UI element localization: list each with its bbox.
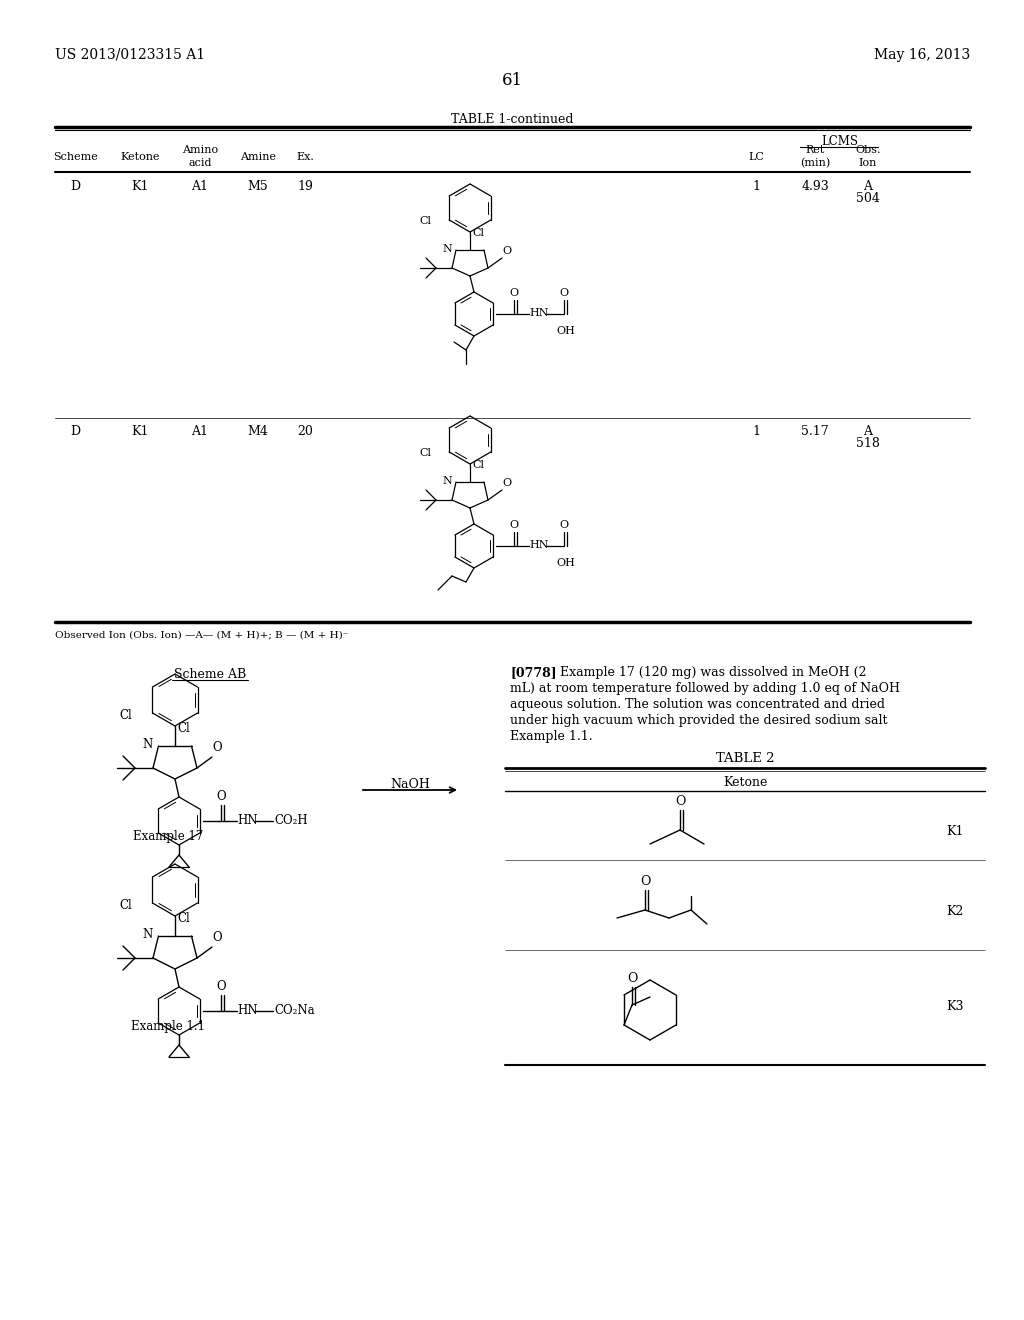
Text: Example 1.1.: Example 1.1. [510, 730, 593, 743]
Text: D: D [70, 425, 80, 438]
Text: A: A [863, 425, 872, 438]
Text: Ion: Ion [859, 158, 878, 168]
Text: 1: 1 [752, 180, 760, 193]
Text: Ketone: Ketone [723, 776, 767, 789]
Text: (min): (min) [800, 158, 830, 169]
Text: Cl: Cl [120, 899, 132, 912]
Text: M4: M4 [248, 425, 268, 438]
Text: O: O [509, 288, 518, 298]
Text: M5: M5 [248, 180, 268, 193]
Text: Ketone: Ketone [120, 152, 160, 162]
Text: O: O [216, 979, 226, 993]
Text: Scheme AB: Scheme AB [174, 668, 246, 681]
Text: O: O [212, 741, 221, 754]
Text: Ex.: Ex. [296, 152, 314, 162]
Text: acid: acid [188, 158, 212, 168]
Text: Cl: Cl [472, 228, 484, 238]
Text: O: O [627, 972, 637, 985]
Text: K3: K3 [946, 1001, 964, 1012]
Text: O: O [216, 789, 226, 803]
Text: OH: OH [556, 326, 574, 337]
Text: May 16, 2013: May 16, 2013 [873, 48, 970, 62]
Text: aqueous solution. The solution was concentrated and dried: aqueous solution. The solution was conce… [510, 698, 885, 711]
Text: Scheme: Scheme [52, 152, 97, 162]
Text: K1: K1 [946, 825, 964, 838]
Text: 1: 1 [752, 425, 760, 438]
Text: 518: 518 [856, 437, 880, 450]
Text: [0778]: [0778] [510, 667, 557, 678]
Text: Cl: Cl [177, 722, 189, 735]
Text: O: O [502, 478, 511, 488]
Text: O: O [675, 795, 685, 808]
Text: HN: HN [237, 1003, 257, 1016]
Text: N: N [142, 738, 153, 751]
Text: 20: 20 [297, 425, 313, 438]
Text: K1: K1 [131, 425, 148, 438]
Text: mL) at room temperature followed by adding 1.0 eq of NaOH: mL) at room temperature followed by addi… [510, 682, 900, 696]
Text: Observed Ion (Obs. Ion) —A— (M + H)+; B — (M + H)⁻: Observed Ion (Obs. Ion) —A— (M + H)+; B … [55, 630, 348, 639]
Text: Cl: Cl [120, 709, 132, 722]
Text: 4.93: 4.93 [801, 180, 828, 193]
Text: Amine: Amine [240, 152, 276, 162]
Text: O: O [559, 288, 568, 298]
Text: Cl: Cl [419, 216, 431, 226]
Text: 61: 61 [502, 73, 522, 88]
Text: O: O [212, 931, 221, 944]
Text: O: O [509, 520, 518, 531]
Text: N: N [442, 244, 452, 253]
Text: Cl: Cl [472, 459, 484, 470]
Text: 5.17: 5.17 [801, 425, 828, 438]
Text: O: O [502, 246, 511, 256]
Text: Example 1.1: Example 1.1 [131, 1020, 205, 1034]
Text: K1: K1 [131, 180, 148, 193]
Text: Obs.: Obs. [855, 145, 881, 154]
Text: CO₂Na: CO₂Na [274, 1003, 314, 1016]
Text: HN: HN [529, 540, 549, 550]
Text: NaOH: NaOH [390, 777, 430, 791]
Text: Cl: Cl [419, 447, 431, 458]
Text: CO₂H: CO₂H [274, 813, 307, 826]
Text: N: N [442, 477, 452, 486]
Text: O: O [559, 520, 568, 531]
Text: TABLE 1-continued: TABLE 1-continued [451, 114, 573, 125]
Text: Example 17 (120 mg) was dissolved in MeOH (2: Example 17 (120 mg) was dissolved in MeO… [560, 667, 866, 678]
Text: A1: A1 [191, 425, 209, 438]
Text: A: A [863, 180, 872, 193]
Text: D: D [70, 180, 80, 193]
Text: OH: OH [556, 558, 574, 568]
Text: Example 17: Example 17 [133, 830, 203, 843]
Text: Ret: Ret [805, 145, 824, 154]
Text: O: O [640, 875, 650, 888]
Text: TABLE 2: TABLE 2 [716, 752, 774, 766]
Text: HN: HN [237, 813, 257, 826]
Text: under high vacuum which provided the desired sodium salt: under high vacuum which provided the des… [510, 714, 888, 727]
Text: LC: LC [749, 152, 764, 162]
Text: A1: A1 [191, 180, 209, 193]
Text: Cl: Cl [177, 912, 189, 925]
Text: 19: 19 [297, 180, 313, 193]
Text: US 2013/0123315 A1: US 2013/0123315 A1 [55, 48, 205, 62]
Text: 504: 504 [856, 191, 880, 205]
Text: Amino: Amino [182, 145, 218, 154]
Text: LCMS: LCMS [821, 135, 858, 148]
Text: HN: HN [529, 308, 549, 318]
Text: N: N [142, 928, 153, 941]
Text: K2: K2 [946, 906, 964, 917]
